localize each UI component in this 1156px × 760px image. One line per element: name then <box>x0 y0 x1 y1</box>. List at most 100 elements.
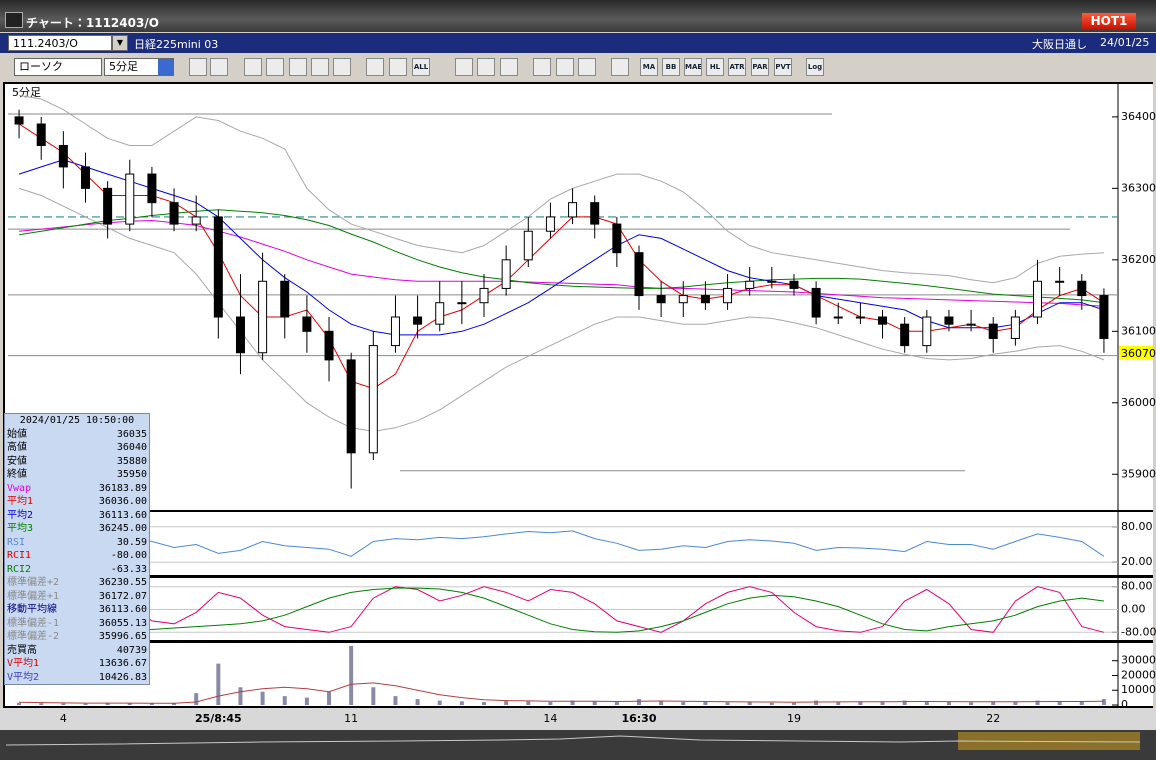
x-tick-label: 4 <box>60 712 67 725</box>
indicator-line <box>19 209 1104 304</box>
info-value: 35880 <box>116 455 147 467</box>
candle-body <box>634 252 644 297</box>
candle-body <box>767 280 777 283</box>
volume-bar <box>437 700 442 705</box>
tool-icon[interactable] <box>289 58 307 76</box>
info-value: 36113.60 <box>98 604 147 615</box>
volume-bar <box>282 696 287 705</box>
tool-icon[interactable] <box>556 58 574 76</box>
overview-window[interactable] <box>958 732 1140 750</box>
indicator-line <box>19 219 1104 307</box>
tool-icon[interactable] <box>455 58 473 76</box>
tool-icon[interactable] <box>578 58 596 76</box>
candle-body <box>1055 280 1065 283</box>
volume-bar <box>504 700 509 705</box>
candle-body <box>678 295 688 304</box>
y-tick-label: 80.00 <box>1121 580 1153 593</box>
candle-body <box>368 345 378 454</box>
x-tick-label: 16:30 <box>621 712 656 725</box>
tool-icon[interactable] <box>189 58 207 76</box>
tool-icon[interactable] <box>500 58 518 76</box>
info-label: 平均2 <box>7 509 34 521</box>
info-value: 35950 <box>116 469 147 480</box>
volume-bar <box>393 696 398 705</box>
last-price-box <box>1119 345 1153 360</box>
info-value: 36113.60 <box>98 509 147 521</box>
indicator-button[interactable]: MA <box>640 58 658 76</box>
y-tick-label: 36200 <box>1121 253 1156 266</box>
indicator-button[interactable]: PVT <box>774 58 792 76</box>
indicator-button[interactable]: PAR <box>751 58 769 76</box>
tool-icon[interactable] <box>611 58 629 76</box>
tool-icon[interactable] <box>210 58 228 76</box>
indicator-line <box>19 682 1104 704</box>
tool-icon[interactable] <box>389 58 407 76</box>
tool-icon[interactable] <box>477 58 495 76</box>
candle-body <box>1010 316 1020 339</box>
volume-bar <box>415 699 420 705</box>
info-row: 標準偏差-2 35996.65 <box>5 630 149 644</box>
candle-body <box>944 316 954 325</box>
tool-icon[interactable] <box>266 58 284 76</box>
info-row: 移動平均線 36113.60 <box>5 603 149 617</box>
x-tick-label: 22 <box>986 712 1000 725</box>
info-row: 標準偏差-1 36055.13 <box>5 617 149 631</box>
tool-icon[interactable] <box>366 58 384 76</box>
info-row: 終値 35950 <box>5 468 149 482</box>
candle-body <box>390 316 400 347</box>
tool-icon[interactable] <box>311 58 329 76</box>
candle-body <box>103 187 113 225</box>
candle-body <box>745 280 755 289</box>
info-row: 高値 36040 <box>5 441 149 455</box>
info-row: RSI 30.59 <box>5 536 149 550</box>
interval-select[interactable]: 5分足 <box>104 58 174 76</box>
info-row: 標準偏差+2 36230.55 <box>5 576 149 590</box>
y-tick-label: 36400 <box>1121 110 1156 123</box>
tool-icon[interactable] <box>244 58 262 76</box>
tool-icon[interactable] <box>533 58 551 76</box>
indicator-line <box>19 94 1104 284</box>
title-bar: チャート：1112403/O HOT1 <box>0 0 1156 32</box>
indicator-line <box>19 587 1104 633</box>
candle-body <box>1033 280 1043 318</box>
volume-bar <box>681 702 686 705</box>
info-row: RCI1 -80.00 <box>5 549 149 563</box>
info-value: 36040 <box>116 442 147 453</box>
indicator-button[interactable]: MAE <box>684 58 702 76</box>
info-value: 36172.07 <box>98 590 147 602</box>
interval-dropdown[interactable] <box>158 59 173 75</box>
volume-bar <box>747 702 752 705</box>
info-row: V平均1 13636.67 <box>5 657 149 671</box>
candle-body <box>36 123 46 146</box>
indicator-button[interactable]: Log <box>806 58 824 76</box>
volume-bar <box>880 702 885 705</box>
indicator-button[interactable]: ALL <box>412 58 430 76</box>
info-box: 2024/01/25 10:50:00 始値 36035 高値 36040 安値 3588… <box>4 413 150 685</box>
info-row: 標準偏差+1 36172.07 <box>5 590 149 604</box>
indicator-button[interactable]: BB <box>662 58 680 76</box>
y-tick-label: 36000 <box>1121 396 1156 409</box>
indicator-button[interactable]: HL <box>706 58 724 76</box>
candle-body <box>125 173 135 225</box>
y-tick-label: 36300 <box>1121 181 1156 194</box>
y-tick-label: 36100 <box>1121 324 1156 337</box>
indicator-line <box>18 187 1105 432</box>
tool-icon[interactable] <box>333 58 351 76</box>
info-value: 36230.55 <box>98 577 147 588</box>
symbol-dropdown[interactable]: ▼ <box>112 35 128 51</box>
candle-body <box>789 280 799 289</box>
candle-body <box>590 202 600 225</box>
candle-body <box>191 216 201 225</box>
indicator-button[interactable]: ATR <box>728 58 746 76</box>
candle-body <box>523 230 533 261</box>
info-label: 終値 <box>7 469 27 480</box>
hot-button[interactable]: HOT1 <box>1082 13 1136 30</box>
symbol-input[interactable]: 111.2403/O <box>8 35 112 51</box>
candle-body <box>723 287 733 304</box>
info-label: 移動平均線 <box>7 604 57 615</box>
time-axis <box>0 708 1156 730</box>
candle-body <box>346 359 356 454</box>
volume-bar <box>172 703 177 705</box>
chart-style-select[interactable]: ローソク <box>14 58 102 76</box>
